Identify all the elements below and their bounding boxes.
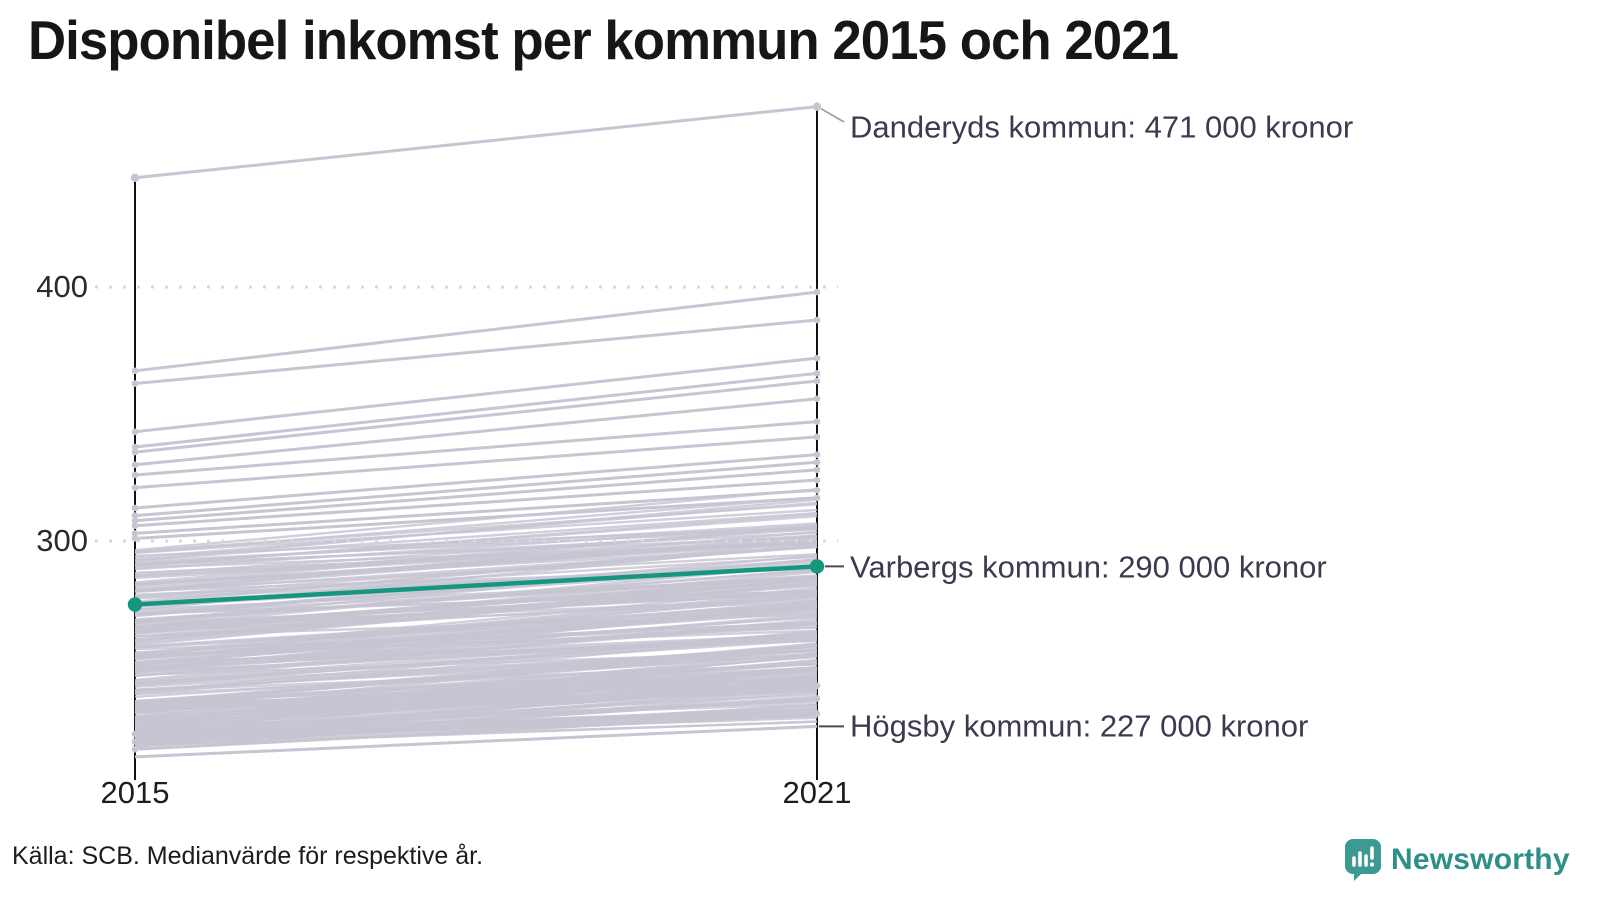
annotation-varberg: Varbergs kommun: 290 000 kronor bbox=[850, 549, 1327, 585]
x-axis-label-2015: 2015 bbox=[100, 775, 170, 810]
y-axis-tick-300: 300 bbox=[36, 523, 88, 558]
newsworthy-logo: Newsworthy bbox=[1344, 838, 1570, 882]
annotation-hogsby: Högsby kommun: 227 000 kronor bbox=[850, 708, 1309, 744]
annotation-danderyd: Danderyds kommun: 471 000 kronor bbox=[850, 109, 1354, 145]
chart-title: Disponibel inkomst per kommun 2015 och 2… bbox=[28, 9, 1179, 71]
source-note: Källa: SCB. Medianvärde för respektive å… bbox=[12, 842, 484, 870]
y-axis-tick-400: 400 bbox=[36, 269, 88, 304]
x-axis-label-2021: 2021 bbox=[782, 775, 852, 810]
newsworthy-brand-text: Newsworthy bbox=[1391, 843, 1570, 876]
bar-chart-speech-bubble-icon bbox=[1345, 839, 1381, 881]
